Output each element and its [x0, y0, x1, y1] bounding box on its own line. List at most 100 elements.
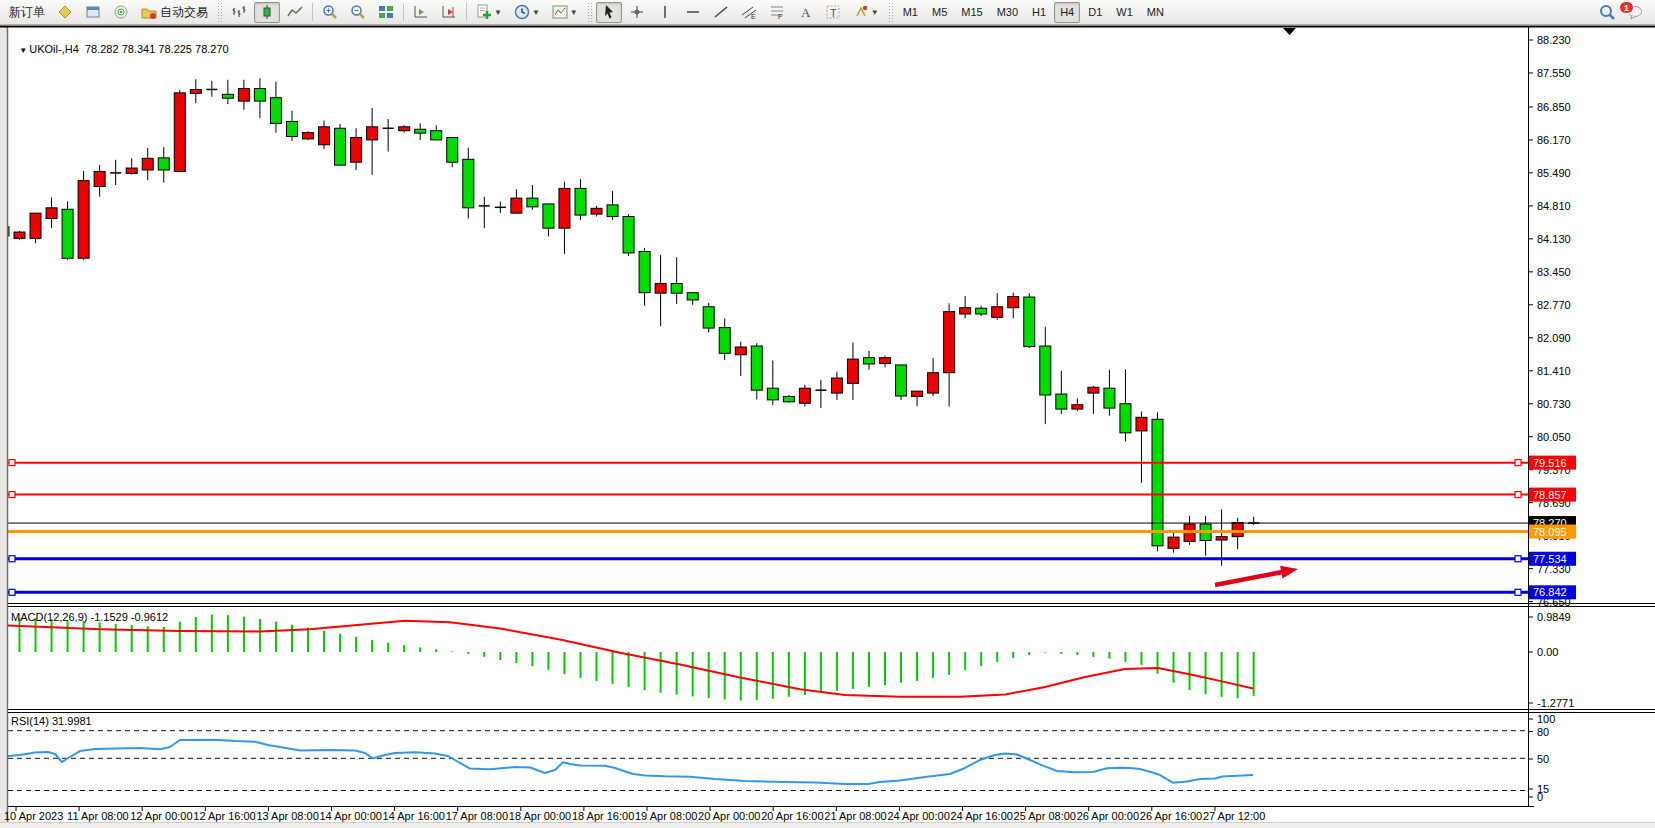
- time-axis-label: 13 Apr 08:00: [256, 810, 318, 822]
- new-order-button[interactable]: 新订单: [1, 2, 50, 23]
- price-axis-label: 82.770: [1537, 299, 1571, 311]
- svg-text:76.842: 76.842: [1533, 586, 1567, 598]
- line-handle[interactable]: [1515, 589, 1521, 595]
- macd-axis-label: 0.00: [1537, 646, 1558, 658]
- candle-up: [270, 98, 281, 124]
- chat-button[interactable]: 1: [1622, 2, 1648, 23]
- candle-up: [1152, 419, 1163, 546]
- timeframe-w1-button[interactable]: W1: [1110, 2, 1139, 23]
- symbol-name: UKOil-,H4: [29, 43, 79, 55]
- candle-up: [896, 365, 907, 396]
- close-value: 78.270: [195, 43, 229, 55]
- channel-button[interactable]: E: [736, 2, 762, 23]
- timeframe-m15-button[interactable]: M15: [955, 2, 988, 23]
- signals-icon-button[interactable]: [108, 2, 134, 23]
- line-handle[interactable]: [1515, 460, 1521, 466]
- time-axis-label: 26 Apr 16:00: [1140, 810, 1202, 822]
- price-axis-label: 88.230: [1537, 34, 1571, 46]
- time-axis-label: 12 Apr 00:00: [130, 810, 192, 822]
- candlestick-chart-button[interactable]: [254, 2, 280, 23]
- chart-area[interactable]: 88.23087.55086.85086.17085.49084.81084.1…: [0, 0, 1655, 828]
- profile-icon-button[interactable]: [52, 2, 78, 23]
- candle-down: [831, 378, 842, 393]
- candle-up: [1056, 394, 1067, 409]
- candle-up: [623, 217, 634, 253]
- line-handle[interactable]: [1515, 556, 1521, 562]
- candle-down: [1008, 297, 1019, 308]
- cursor-icon: [601, 4, 617, 20]
- candle-up: [783, 396, 794, 401]
- shapes-icon: [853, 4, 869, 20]
- symbol-dropdown-icon[interactable]: ▼: [19, 46, 29, 55]
- crosshair-icon: [629, 4, 645, 20]
- candle-up: [415, 129, 426, 133]
- chart-shift-button[interactable]: [436, 2, 462, 23]
- crosshair-button[interactable]: [624, 2, 650, 23]
- zoomin-icon: [322, 4, 338, 20]
- candle-up: [1040, 346, 1051, 395]
- auto-scroll-button[interactable]: [408, 2, 434, 23]
- line-handle[interactable]: [9, 556, 15, 562]
- candle-up: [1120, 404, 1131, 433]
- horizontal-line-button[interactable]: [680, 2, 706, 23]
- timeframe-m30-button[interactable]: M30: [991, 2, 1024, 23]
- trendline-button[interactable]: [708, 2, 734, 23]
- price-axis-label: 80.050: [1537, 431, 1571, 443]
- line-handle[interactable]: [9, 460, 15, 466]
- line-handle[interactable]: [9, 589, 15, 595]
- candle-down: [928, 373, 939, 393]
- candle-up: [751, 346, 762, 390]
- charts-window-icon-button[interactable]: [80, 2, 106, 23]
- indicators-button[interactable]: ▼: [471, 2, 507, 23]
- timeframe-m1-button[interactable]: M1: [897, 2, 924, 23]
- rsi-label: RSI(14) 31.9981: [11, 715, 92, 727]
- vertical-line-button[interactable]: [652, 2, 678, 23]
- zoom-in-button[interactable]: [317, 2, 343, 23]
- svg-text:79.516: 79.516: [1533, 457, 1567, 469]
- candle-up: [687, 293, 698, 300]
- indicators-icon: [476, 4, 492, 20]
- tile-windows-button[interactable]: [373, 2, 399, 23]
- timeframe-h1-button[interactable]: H1: [1026, 2, 1052, 23]
- chartshift-icon: [441, 4, 457, 20]
- line-handle[interactable]: [1515, 492, 1521, 498]
- line-handle[interactable]: [9, 492, 15, 498]
- price-axis-label: 87.550: [1537, 67, 1571, 79]
- search-button[interactable]: [1594, 2, 1620, 23]
- time-axis-label: 18 Apr 00:00: [509, 810, 571, 822]
- zoom-out-button[interactable]: [345, 2, 371, 23]
- auto-trading-button[interactable]: 自动交易: [136, 2, 213, 23]
- candle-down: [880, 358, 891, 364]
- candle-up: [158, 158, 169, 170]
- rsi-axis-label: 80: [1537, 726, 1549, 738]
- timeframe-mn-button[interactable]: MN: [1141, 2, 1170, 23]
- macd-axis-label: -1.2771: [1537, 697, 1574, 709]
- toolbar-separator: [312, 3, 313, 21]
- bar-chart-button[interactable]: [226, 2, 252, 23]
- timeframe-d1-button[interactable]: D1: [1082, 2, 1108, 23]
- candle-down: [78, 181, 89, 259]
- zoomout-icon: [350, 4, 366, 20]
- time-axis: 10 Apr 202311 Apr 08:0012 Apr 00:0012 Ap…: [4, 807, 1265, 822]
- timeframe-h4-button[interactable]: H4: [1054, 2, 1080, 23]
- time-axis-label: 14 Apr 16:00: [383, 810, 445, 822]
- templates-button[interactable]: ▼: [547, 2, 583, 23]
- timeframe-m5-button[interactable]: M5: [926, 2, 953, 23]
- macd-label: MACD(12,26,9) -1.1529 -0.9612: [11, 611, 168, 623]
- rsi-axis-label: 100: [1537, 713, 1555, 725]
- candle-down: [944, 312, 955, 373]
- price-axis-label: 84.810: [1537, 200, 1571, 212]
- text-label-button[interactable]: T: [820, 2, 846, 23]
- template-icon: [552, 4, 568, 20]
- periods-button[interactable]: ▼: [509, 2, 545, 23]
- candle-up: [431, 131, 442, 140]
- price-axis-label: 80.730: [1537, 398, 1571, 410]
- candle-up: [719, 328, 730, 354]
- fibonacci-button[interactable]: F: [764, 2, 790, 23]
- cursor-button[interactable]: [596, 2, 622, 23]
- time-axis-label: 19 Apr 08:00: [635, 810, 697, 822]
- arrows-button[interactable]: ▼: [848, 2, 884, 23]
- text-button[interactable]: A: [792, 2, 818, 23]
- line-chart-button[interactable]: [282, 2, 308, 23]
- bars-icon: [231, 4, 247, 20]
